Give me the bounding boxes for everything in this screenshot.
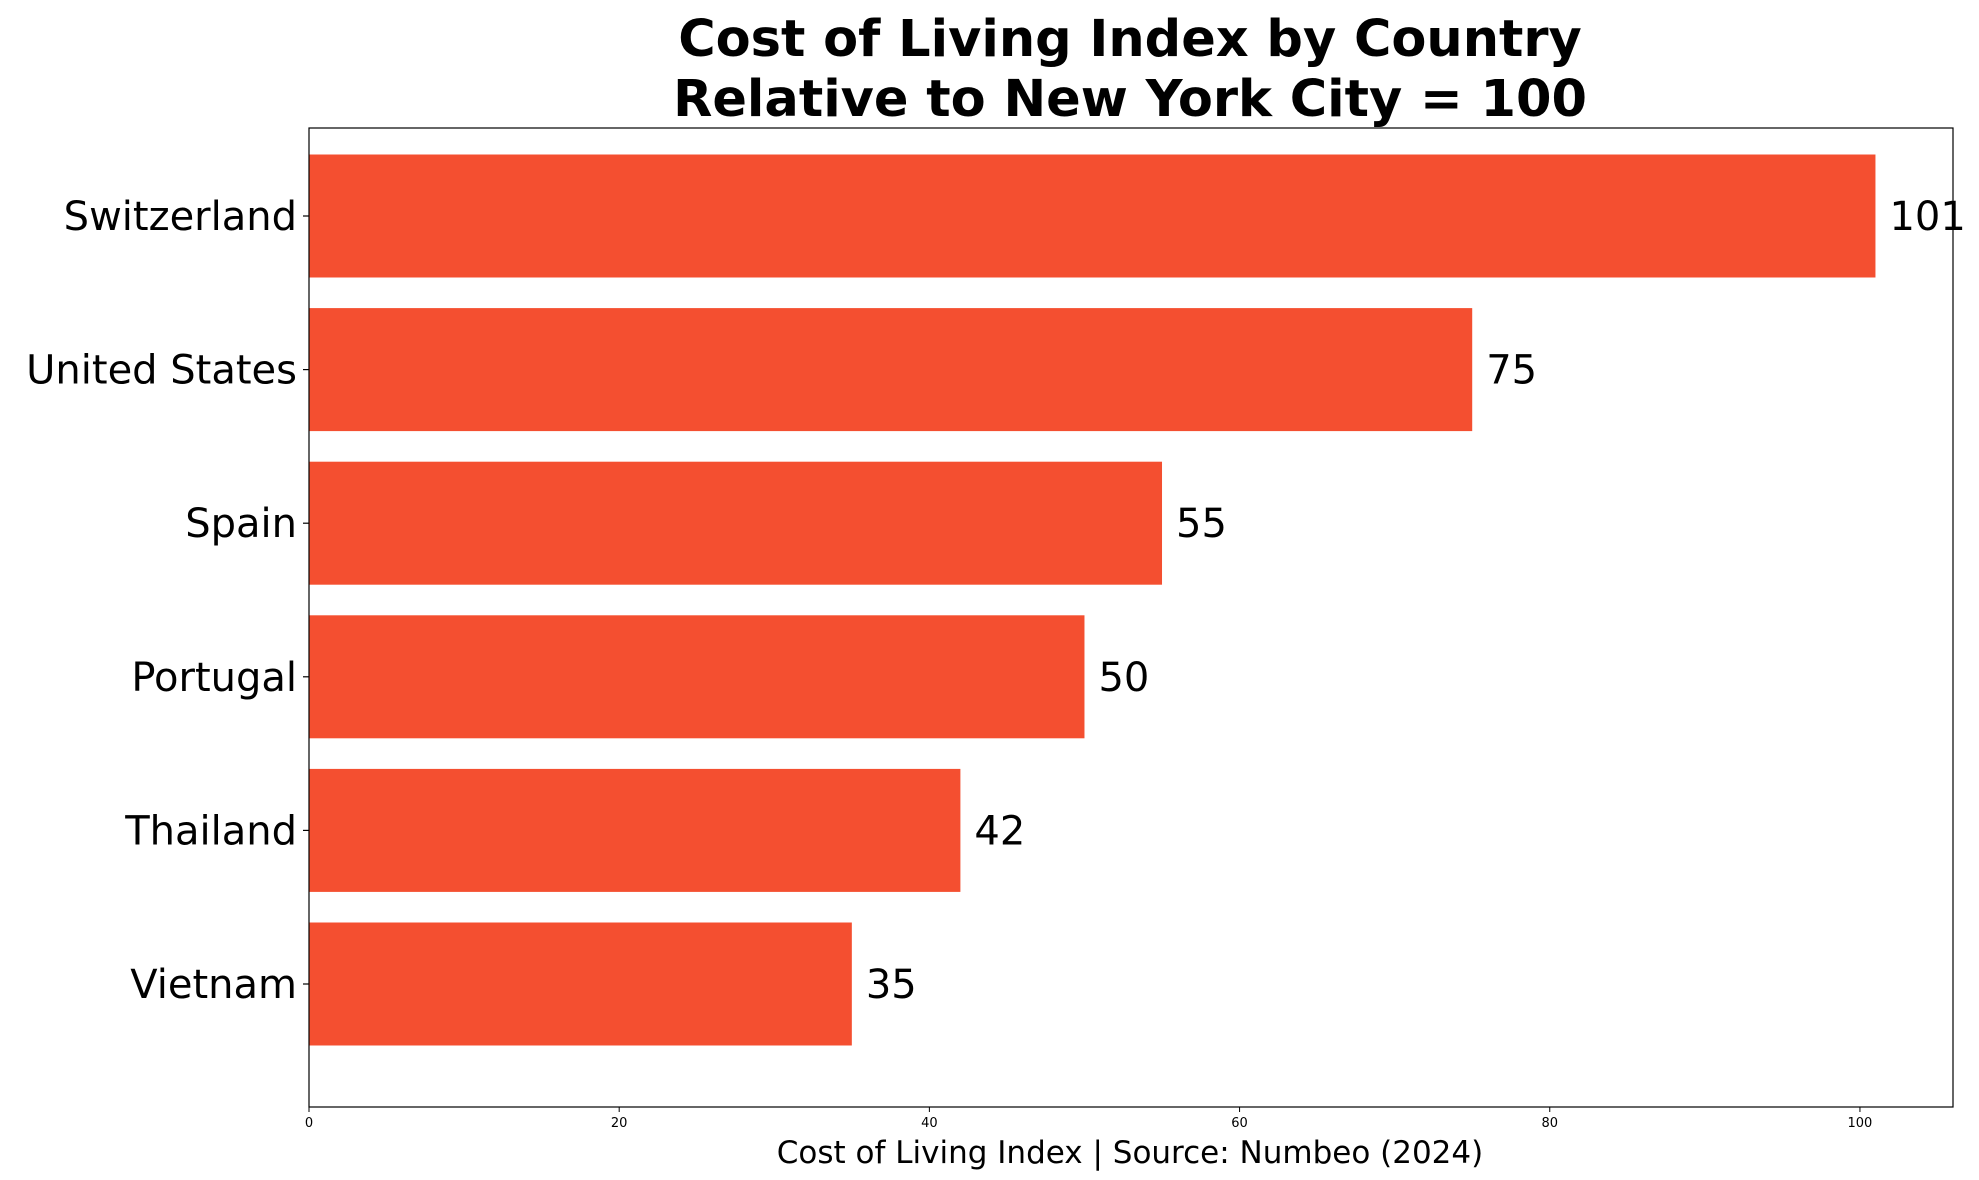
value-labels-group: 101 75 55 50 42 35 bbox=[866, 194, 1966, 1008]
category-label-vietnam: Vietnam bbox=[130, 962, 297, 1008]
bar-vietnam bbox=[309, 922, 852, 1046]
x-axis-ticks-group: 0 20 40 60 80 100 bbox=[305, 1107, 1872, 1131]
x-axis-label: Cost of Living Index | Source: Numbeo (2… bbox=[777, 1135, 1483, 1171]
bar-portugal bbox=[309, 615, 1085, 739]
value-label-spain: 55 bbox=[1176, 501, 1227, 547]
bar-switzerland bbox=[309, 154, 1876, 278]
bar-thailand bbox=[309, 768, 961, 892]
value-label-thailand: 42 bbox=[974, 808, 1025, 854]
category-label-portugal: Portugal bbox=[131, 655, 297, 701]
x-tick-label: 100 bbox=[1848, 1116, 1873, 1131]
chart-title-line-2: Relative to New York City = 100 bbox=[673, 70, 1587, 129]
bar-united-states bbox=[309, 308, 1473, 432]
category-label-united-states: United States bbox=[26, 348, 297, 394]
x-tick-label: 60 bbox=[1231, 1116, 1248, 1131]
value-label-switzerland: 101 bbox=[1889, 194, 1965, 240]
value-label-united-states: 75 bbox=[1486, 348, 1537, 394]
x-tick-label: 80 bbox=[1541, 1116, 1558, 1131]
bars-group bbox=[309, 154, 1876, 1046]
x-tick-label: 0 bbox=[305, 1116, 313, 1131]
x-tick-label: 40 bbox=[921, 1116, 938, 1131]
category-labels-group: Switzerland United States Spain Portugal Tha… bbox=[26, 194, 309, 1008]
category-label-spain: Spain bbox=[185, 501, 297, 547]
plot-area-frame bbox=[308, 127, 1954, 1108]
chart-title-line-1: Cost of Living Index by Country bbox=[678, 10, 1582, 69]
category-label-switzerland: Switzerland bbox=[64, 194, 297, 240]
category-label-thailand: Thailand bbox=[124, 808, 297, 854]
x-tick-label: 20 bbox=[611, 1116, 628, 1131]
bar-spain bbox=[309, 461, 1163, 585]
value-label-portugal: 50 bbox=[1098, 655, 1149, 701]
value-label-vietnam: 35 bbox=[866, 962, 917, 1008]
